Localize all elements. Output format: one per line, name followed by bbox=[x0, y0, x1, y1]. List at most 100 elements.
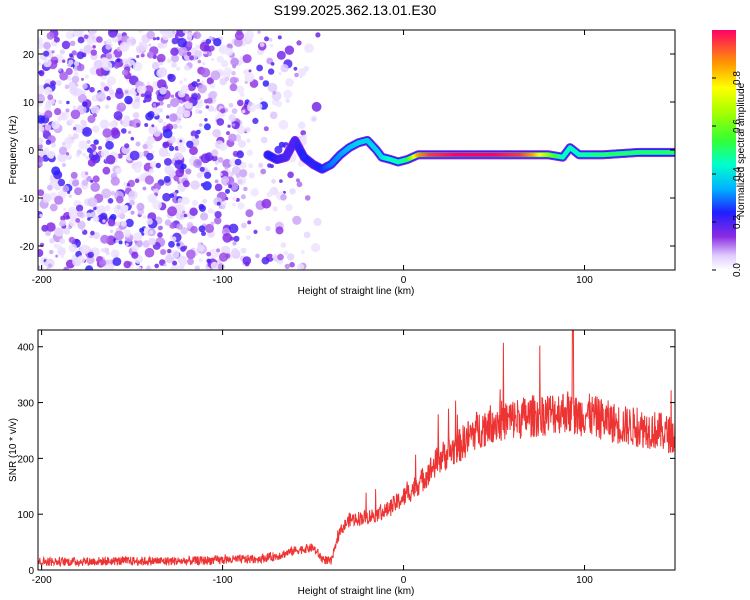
spectrogram-noise-blob bbox=[69, 86, 78, 95]
spectrogram-noise-blob bbox=[146, 30, 155, 40]
spectrogram-noise-blob bbox=[200, 182, 205, 187]
spectrogram-noise-blob bbox=[180, 227, 188, 235]
spectrogram-signal-trace bbox=[263, 135, 675, 174]
spectrogram-noise-blob bbox=[90, 105, 100, 115]
spectrogram-y-ticks: 20 10 0 -10 -20 bbox=[20, 50, 675, 253]
spectrogram-noise-blob bbox=[229, 83, 238, 92]
spectrogram-noise-blob bbox=[93, 59, 103, 69]
spectrogram-noise-blob bbox=[38, 189, 45, 197]
spectrogram-noise-blob bbox=[59, 71, 69, 81]
spectrogram-noise-blob bbox=[114, 230, 124, 241]
spectrogram-noise-blob bbox=[157, 225, 163, 231]
spectrogram-noise-blob bbox=[103, 86, 110, 92]
snr-x-tick-label: -100 bbox=[213, 575, 233, 586]
spectrogram-y-tick-label: 0 bbox=[28, 146, 34, 157]
spectrogram-noise-blob bbox=[199, 41, 210, 52]
spectrogram-noise-blob bbox=[106, 39, 112, 44]
spectrogram-noise-blob bbox=[86, 212, 92, 218]
spectrogram-noise-blob bbox=[181, 196, 190, 205]
spectrogram-noise-blob bbox=[73, 71, 79, 77]
spectrogram-noise-blob bbox=[169, 222, 176, 229]
spectrogram-noise-blob bbox=[297, 121, 306, 130]
spectrogram-noise-blob bbox=[292, 215, 302, 225]
spectrogram-noise-blob bbox=[176, 242, 181, 247]
spectrogram-noise-blob bbox=[110, 229, 114, 233]
spectrogram-noise-blob bbox=[89, 66, 99, 76]
snr-y-tick-label: 200 bbox=[17, 454, 34, 465]
spectrogram-noise-blob bbox=[216, 55, 224, 63]
spectrogram-noise-blob bbox=[176, 223, 183, 230]
spectrogram-noise-blob bbox=[184, 65, 190, 71]
spectrogram-noise-blob bbox=[121, 69, 129, 76]
spectrogram-noise-blob bbox=[199, 204, 206, 212]
spectrogram-noise-blob bbox=[179, 80, 184, 85]
spectrogram-noise-blob bbox=[65, 30, 74, 40]
spectrogram-x-ticks: -200 -100 0 100 bbox=[32, 30, 593, 286]
spectrogram-noise-blob bbox=[200, 153, 211, 164]
spectrogram-x-label: Height of straight line (km) bbox=[298, 286, 415, 297]
spectrogram-noise-blob bbox=[197, 84, 207, 94]
spectrogram-noise-blob bbox=[65, 152, 70, 156]
spectrogram-noise-blob bbox=[87, 217, 91, 221]
spectrogram-x-tick-label: 100 bbox=[576, 275, 593, 286]
spectrogram-noise-blob bbox=[239, 92, 245, 98]
spectrogram-noise-blob bbox=[151, 124, 155, 128]
spectrogram-noise-blob bbox=[270, 62, 275, 66]
spectrogram-noise-blob bbox=[78, 140, 88, 150]
spectrogram-noise-blob bbox=[137, 30, 144, 34]
colorbar bbox=[712, 30, 736, 270]
spectrogram-noise-blob bbox=[252, 117, 259, 124]
spectrogram-noise-blob bbox=[225, 253, 231, 259]
spectrogram-noise-blob bbox=[206, 251, 212, 257]
spectrogram-noise-blob bbox=[69, 218, 77, 227]
spectrogram-noise-blob bbox=[300, 249, 305, 254]
spectrogram-noise-blob bbox=[76, 63, 85, 72]
spectrogram-noise-blob bbox=[68, 138, 75, 145]
spectrogram-noise-blob bbox=[242, 256, 252, 265]
spectrogram-noise-blob bbox=[232, 202, 236, 207]
spectrogram-noise-blob bbox=[115, 90, 124, 99]
spectrogram-noise-blob bbox=[179, 258, 188, 266]
spectrogram-noise-blob bbox=[137, 164, 141, 168]
spectrogram-noise-blob bbox=[136, 85, 146, 94]
spectrogram-noise-blob bbox=[148, 168, 155, 174]
spectrogram-noise-blob bbox=[46, 151, 55, 159]
spectrogram-noise-blob bbox=[107, 30, 118, 38]
spectrogram-noise-blob bbox=[45, 230, 51, 237]
spectrogram-noise-blob bbox=[279, 179, 283, 183]
spectrogram-y-tick-label: 10 bbox=[23, 98, 35, 109]
spectrogram-noise-blob bbox=[183, 213, 188, 218]
spectrogram-noise-blob bbox=[170, 250, 180, 259]
spectrogram-noise-blob bbox=[151, 150, 155, 154]
spectrogram-noise-blob bbox=[205, 266, 210, 270]
spectrogram-noise-blob bbox=[228, 133, 237, 142]
spectrogram-noise-blob bbox=[167, 58, 172, 63]
spectrogram-noise-blob bbox=[194, 50, 202, 58]
spectrogram-noise-blob bbox=[106, 53, 113, 60]
spectrogram-noise-blob bbox=[47, 263, 53, 268]
spectrogram-noise-blob bbox=[179, 139, 183, 143]
spectrogram-noise-blob bbox=[110, 249, 120, 259]
spectrogram-noise-blob bbox=[61, 40, 71, 50]
spectrogram-y-tick-label: -20 bbox=[20, 242, 35, 253]
spectrogram-noise-blob bbox=[77, 94, 87, 103]
spectrogram-noise-blob bbox=[44, 87, 53, 96]
spectrogram-noise-blob bbox=[77, 255, 86, 264]
spectrogram-y-tick-label: 20 bbox=[23, 50, 35, 61]
spectrogram-noise-blob bbox=[100, 247, 106, 253]
spectrogram-noise-blob bbox=[216, 248, 221, 253]
spectrogram-noise-blob bbox=[38, 43, 44, 49]
spectrogram-noise-blob bbox=[126, 98, 132, 105]
spectrogram-noise-blob bbox=[186, 51, 192, 57]
spectrogram-noise-blob bbox=[156, 53, 166, 63]
spectrogram-noise-blob bbox=[277, 253, 284, 261]
spectrogram-noise-blob bbox=[102, 219, 106, 223]
spectrogram-noise-blob bbox=[172, 260, 178, 266]
spectrogram-noise-blob bbox=[117, 153, 123, 159]
spectrogram-noise-blob bbox=[157, 42, 164, 49]
spectrogram-noise-blob bbox=[81, 179, 89, 186]
spectrogram-noise-blob bbox=[241, 109, 246, 114]
snr-series-line bbox=[38, 330, 675, 568]
snr-plot-area bbox=[38, 330, 675, 570]
